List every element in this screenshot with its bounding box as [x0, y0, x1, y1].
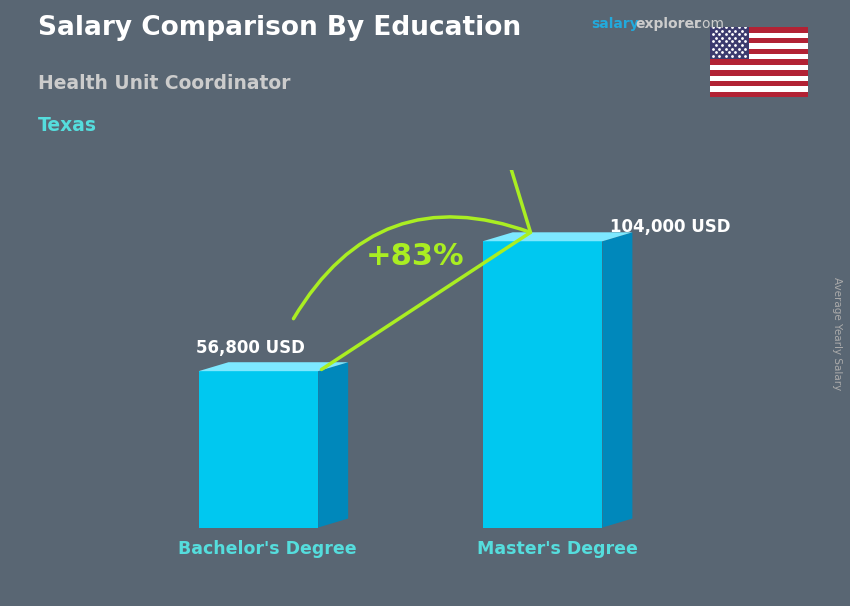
- Bar: [710, 33, 808, 38]
- Bar: [710, 65, 808, 70]
- Bar: [710, 38, 808, 44]
- Polygon shape: [603, 232, 632, 527]
- Bar: [710, 44, 808, 48]
- Polygon shape: [483, 241, 603, 527]
- Bar: [710, 59, 808, 65]
- Text: +83%: +83%: [366, 242, 465, 271]
- Bar: [710, 27, 749, 59]
- Text: .com: .com: [690, 17, 724, 31]
- FancyArrowPatch shape: [293, 0, 530, 370]
- Bar: [710, 54, 808, 59]
- Text: Salary Comparison By Education: Salary Comparison By Education: [38, 15, 521, 41]
- Text: Texas: Texas: [38, 116, 97, 135]
- Polygon shape: [199, 362, 348, 371]
- Bar: [710, 81, 808, 86]
- Polygon shape: [199, 371, 318, 527]
- Polygon shape: [483, 232, 632, 241]
- Polygon shape: [318, 362, 348, 527]
- Text: Average Yearly Salary: Average Yearly Salary: [832, 277, 842, 390]
- Bar: [710, 92, 808, 97]
- Text: salary: salary: [591, 17, 638, 31]
- Bar: [710, 86, 808, 92]
- Bar: [710, 76, 808, 81]
- Bar: [710, 48, 808, 54]
- Bar: [710, 70, 808, 76]
- Text: Bachelor's Degree: Bachelor's Degree: [178, 540, 357, 558]
- Text: 56,800 USD: 56,800 USD: [196, 339, 305, 357]
- Text: Health Unit Coordinator: Health Unit Coordinator: [38, 74, 291, 93]
- Bar: [710, 27, 808, 33]
- Text: Master's Degree: Master's Degree: [477, 540, 638, 558]
- Text: explorer: explorer: [636, 17, 701, 31]
- Text: 104,000 USD: 104,000 USD: [609, 218, 730, 236]
